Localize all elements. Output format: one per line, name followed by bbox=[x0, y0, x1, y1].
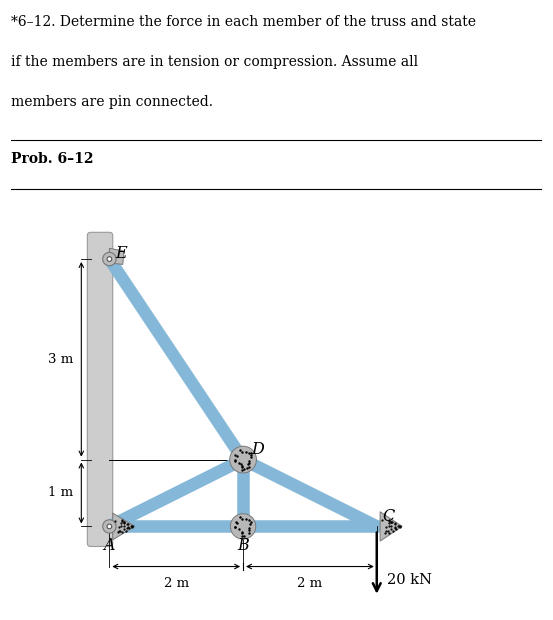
Polygon shape bbox=[109, 249, 124, 264]
Circle shape bbox=[229, 446, 257, 473]
FancyBboxPatch shape bbox=[87, 232, 113, 546]
Polygon shape bbox=[380, 512, 402, 541]
Text: 20 kN: 20 kN bbox=[387, 573, 432, 587]
Circle shape bbox=[103, 252, 116, 266]
Text: B: B bbox=[237, 537, 249, 554]
Text: A: A bbox=[103, 537, 115, 554]
Text: D: D bbox=[252, 441, 264, 458]
Text: if the members are in tension or compression. Assume all: if the members are in tension or compres… bbox=[11, 55, 418, 69]
Polygon shape bbox=[113, 513, 135, 540]
Text: *6–12. Determine the force in each member of the truss and state: *6–12. Determine the force in each membe… bbox=[11, 16, 476, 30]
Circle shape bbox=[107, 257, 112, 262]
Text: 2 m: 2 m bbox=[164, 577, 189, 590]
Text: 2 m: 2 m bbox=[298, 577, 322, 590]
Text: Prob. 6–12: Prob. 6–12 bbox=[11, 152, 93, 166]
Circle shape bbox=[103, 520, 116, 533]
Circle shape bbox=[107, 524, 112, 529]
Text: 1 m: 1 m bbox=[48, 487, 74, 500]
Text: 3 m: 3 m bbox=[48, 353, 74, 366]
Text: members are pin connected.: members are pin connected. bbox=[11, 95, 213, 109]
Text: E: E bbox=[116, 245, 127, 262]
Circle shape bbox=[231, 514, 256, 539]
Text: C: C bbox=[383, 508, 395, 525]
